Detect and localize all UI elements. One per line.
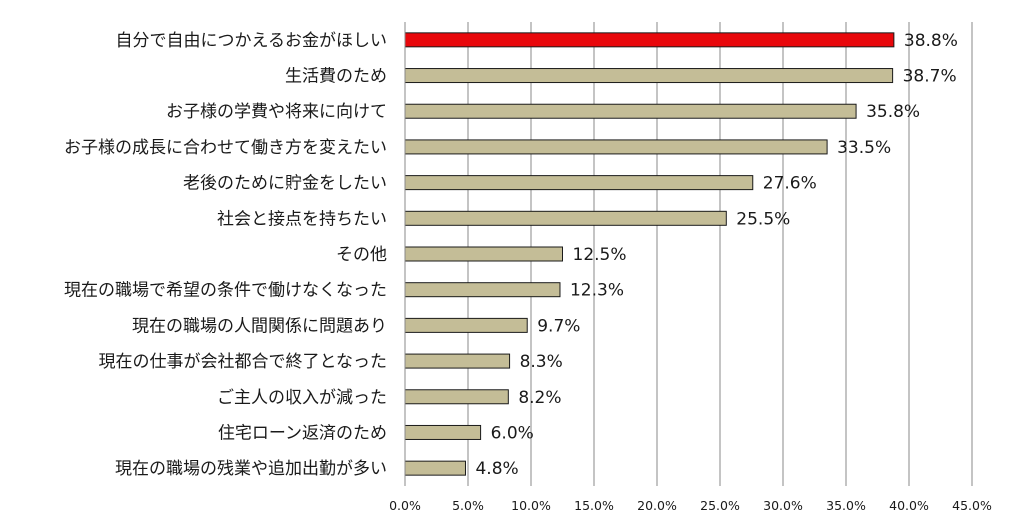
bar: [404, 460, 466, 476]
value-label: 38.8%: [904, 31, 958, 51]
category-label: 自分で自由につかえるお金がほしい: [116, 31, 388, 51]
x-tick-label: 10.0%: [511, 498, 551, 513]
bar: [404, 210, 727, 226]
x-tick-label: 30.0%: [763, 498, 803, 513]
category-label: 社会と接点を持ちたい: [217, 209, 387, 229]
x-tick-label: 15.0%: [574, 498, 614, 513]
bars: [404, 32, 895, 476]
category-label: 住宅ローン返済のため: [218, 423, 387, 443]
x-tick-label: 25.0%: [700, 498, 740, 513]
category-label: お子様の成長に合わせて働き方を変えたい: [64, 138, 387, 158]
x-tick-label: 20.0%: [637, 498, 677, 513]
bar: [404, 317, 528, 333]
x-tick-label: 45.0%: [952, 498, 992, 513]
value-label: 35.8%: [866, 102, 920, 122]
bar: [404, 103, 857, 119]
value-label: 9.7%: [537, 316, 580, 336]
x-tick-label: 5.0%: [452, 498, 484, 513]
value-label: 4.8%: [475, 459, 518, 479]
bar: [404, 424, 482, 440]
category-label: 現在の職場の残業や追加出勤が多い: [115, 459, 387, 479]
x-tick-label: 0.0%: [389, 498, 421, 513]
value-label: 8.3%: [520, 352, 563, 372]
bar: [404, 139, 828, 155]
category-label: 現在の職場の人間関係に問題あり: [132, 316, 387, 336]
category-label: お子様の学費や将来に向けて: [166, 102, 387, 122]
category-label: 生活費のため: [285, 67, 387, 87]
bar: [404, 282, 561, 298]
bar: [404, 175, 754, 191]
value-labels: 38.8% 38.7% 35.8% 33.5% 27.6% 25.5% 12.5% 12.3%…: [475, 31, 957, 479]
value-label: 33.5%: [837, 138, 891, 158]
category-label: 老後のために貯金をしたい: [183, 174, 387, 194]
x-tick-label: 35.0%: [826, 498, 866, 513]
bar: [404, 68, 894, 84]
bar: [404, 389, 509, 405]
x-tick-label: 40.0%: [889, 498, 929, 513]
bar: [404, 32, 895, 48]
category-label: 現在の職場で希望の条件で働けなくなった: [64, 281, 387, 301]
category-label: 現在の仕事が会社都合で終了となった: [99, 352, 388, 372]
value-label: 12.3%: [570, 281, 624, 301]
value-label: 6.0%: [491, 423, 534, 443]
value-label: 27.6%: [763, 174, 817, 194]
value-label: 8.2%: [518, 388, 561, 408]
gridlines: [404, 22, 973, 486]
category-labels: 自分で自由につかえるお金がほしい生活費のためお子様の学費や将来に向けてお子様の成…: [64, 31, 387, 479]
value-label: 25.5%: [736, 209, 790, 229]
value-label: 12.5%: [573, 245, 627, 265]
x-tick-labels: 0.0% 5.0% 10.0% 15.0% 20.0% 25.0% 30.0% 35.0% 40…: [389, 498, 992, 513]
bar: [404, 246, 563, 262]
category-label: その他: [336, 245, 387, 265]
bar: [404, 353, 511, 369]
category-label: ご主人の収入が減った: [217, 388, 387, 408]
value-label: 38.7%: [903, 67, 957, 87]
